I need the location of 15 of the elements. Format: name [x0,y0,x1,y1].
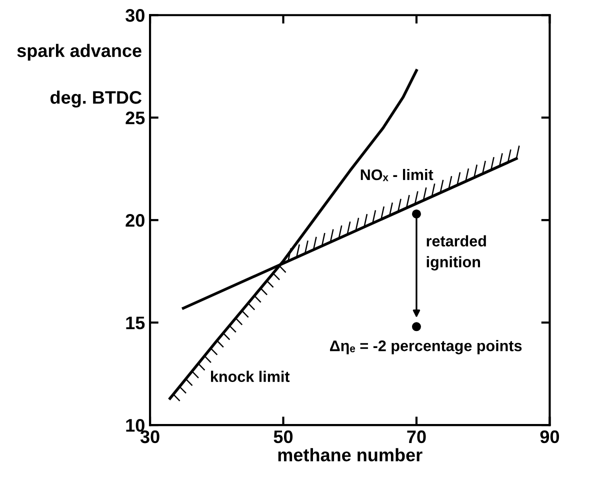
x-axis-title: methane number [278,448,422,462]
annotation: retarded ignition [426,235,486,270]
x-tick-label: 30 [140,430,160,444]
annotation: knock limit [211,370,290,382]
x-tick-label: 90 [540,430,560,444]
y-tick-label: 20 [126,214,144,227]
y-tick-label: 30 [126,9,144,22]
y-tick-label: 25 [126,112,145,124]
y-tick-label: 15 [126,316,145,330]
x-tick-label: 50 [274,430,293,444]
y-tick-label: 10 [126,418,144,432]
annotation: NOₓ - limit [360,168,434,182]
x-tick-label: 70 [407,430,426,444]
annotation: Δηₑ = -2 percentage points [330,340,522,354]
text: spark advance deg. BTDC [17,44,142,108]
